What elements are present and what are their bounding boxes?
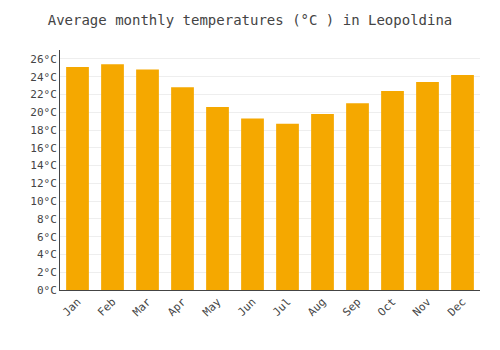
svg-text:20°C: 20°C: [30, 106, 57, 119]
svg-text:22°C: 22°C: [30, 88, 57, 101]
svg-text:Mar: Mar: [130, 295, 154, 319]
svg-text:Jun: Jun: [235, 296, 258, 319]
svg-text:16°C: 16°C: [30, 142, 57, 155]
svg-text:May: May: [200, 295, 224, 319]
svg-text:4°C: 4°C: [37, 248, 57, 261]
svg-text:Apr: Apr: [165, 295, 189, 319]
svg-text:12°C: 12°C: [30, 177, 57, 190]
svg-text:14°C: 14°C: [30, 159, 57, 172]
svg-text:24°C: 24°C: [30, 71, 57, 84]
svg-text:18°C: 18°C: [30, 124, 57, 137]
svg-text:Jul: Jul: [270, 296, 293, 319]
svg-text:Oct: Oct: [375, 296, 398, 319]
svg-text:Sep: Sep: [340, 296, 363, 319]
svg-text:0°C: 0°C: [37, 284, 57, 297]
svg-text:Nov: Nov: [410, 295, 434, 319]
svg-text:26°C: 26°C: [30, 53, 57, 66]
svg-text:Average monthly temperatures (: Average monthly temperatures (°C ) in Le…: [48, 12, 453, 28]
svg-text:2°C: 2°C: [37, 266, 57, 279]
svg-text:Feb: Feb: [95, 296, 118, 319]
svg-text:8°C: 8°C: [37, 213, 57, 226]
svg-text:Aug: Aug: [305, 296, 328, 319]
svg-text:Dec: Dec: [445, 296, 468, 319]
svg-text:6°C: 6°C: [37, 231, 57, 244]
svg-text:10°C: 10°C: [30, 195, 57, 208]
svg-text:Jan: Jan: [60, 296, 83, 319]
